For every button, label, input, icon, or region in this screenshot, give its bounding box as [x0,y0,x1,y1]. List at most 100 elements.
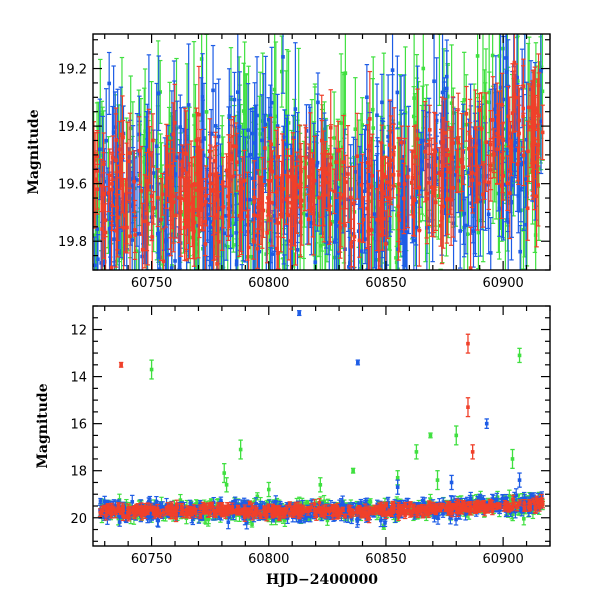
data-point [313,509,318,519]
data-point [168,509,173,520]
data-point [161,228,166,270]
data-point [228,136,233,183]
data-point [480,500,486,509]
data-point [226,176,231,242]
data-point [113,259,119,270]
data-point [453,500,459,510]
y-tick-label: 18 [70,465,87,480]
data-point [351,165,356,242]
x-tick-label: 60750 [131,276,172,291]
data-point [207,118,212,185]
data-point [287,501,292,508]
data-point [426,500,432,507]
data-point [224,477,229,493]
data-point [209,273,213,330]
y-tick-label: 16 [70,418,87,433]
data-point [238,180,244,253]
data-point [216,175,221,242]
data-point [196,65,202,164]
data-point [374,188,380,252]
data-point [496,109,501,146]
data-point [173,192,179,239]
data-point [306,193,311,245]
data-point [370,78,375,142]
data-point [377,199,383,270]
data-point [475,499,480,505]
data-point [115,164,120,251]
data-point [124,201,130,254]
data-point [271,505,277,513]
data-point [345,125,351,224]
data-point [238,439,243,460]
data-point [341,166,346,224]
data-point [102,504,107,510]
data-point [493,503,499,511]
data-point [405,125,411,229]
data-point [191,504,197,513]
data-point [540,104,545,161]
data-point [120,511,126,522]
data-point [120,95,125,174]
data-point [252,160,257,244]
top-plot-frame [92,33,551,271]
data-point [249,107,255,160]
data-point [369,133,375,218]
data-point [499,153,504,220]
data-point [255,228,260,269]
data-point [414,444,419,460]
data-point [202,502,208,509]
data-point [212,175,218,260]
data-point [477,92,482,128]
data-point [245,171,250,261]
data-point [252,510,257,516]
data-point [266,481,271,498]
data-point [443,507,449,512]
data-point [323,149,328,209]
data-point [284,174,289,225]
data-point [262,126,268,170]
data-point [357,504,362,515]
data-point [331,503,336,509]
data-point [110,179,115,232]
data-point [98,497,103,505]
data-point [380,164,385,251]
data-point [186,143,191,244]
bottom-plot-frame [92,305,551,547]
data-point [391,107,397,188]
data-point [273,129,279,225]
data-point [357,222,362,258]
data-point [328,124,334,192]
data-point [245,508,250,517]
data-point [526,83,532,132]
data-point [517,472,522,488]
data-point [319,506,324,516]
data-point [476,506,482,513]
data-point [219,501,225,509]
data-point [209,501,214,507]
data-point [95,234,101,270]
data-point [455,108,461,168]
data-point [427,104,432,156]
data-point [270,150,275,194]
data-point [484,418,489,430]
data-point [272,510,277,518]
data-point [120,505,126,512]
data-point [175,503,180,512]
data-point [472,506,478,515]
x-tick-label: 60900 [482,276,523,291]
data-point [527,499,532,506]
data-point [308,112,313,214]
y-tick-label: 19.8 [58,235,87,250]
data-point [277,515,282,522]
data-point [213,509,218,518]
data-point [538,68,544,175]
data-point [488,138,494,202]
data-point [437,34,442,107]
data-point [318,477,323,493]
data-point [303,127,309,189]
data-point [402,137,407,231]
data-point [315,72,321,133]
data-point [140,507,146,514]
data-point [222,462,227,484]
top-y-axis-label: Magnitude [26,109,42,194]
